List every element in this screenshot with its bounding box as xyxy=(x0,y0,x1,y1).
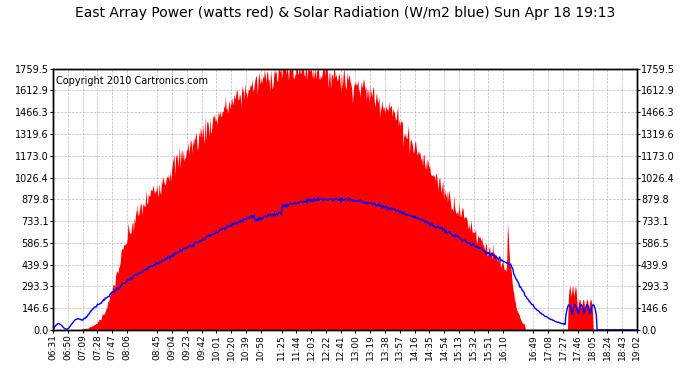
Text: East Array Power (watts red) & Solar Radiation (W/m2 blue) Sun Apr 18 19:13: East Array Power (watts red) & Solar Rad… xyxy=(75,6,615,20)
Text: Copyright 2010 Cartronics.com: Copyright 2010 Cartronics.com xyxy=(56,76,208,87)
